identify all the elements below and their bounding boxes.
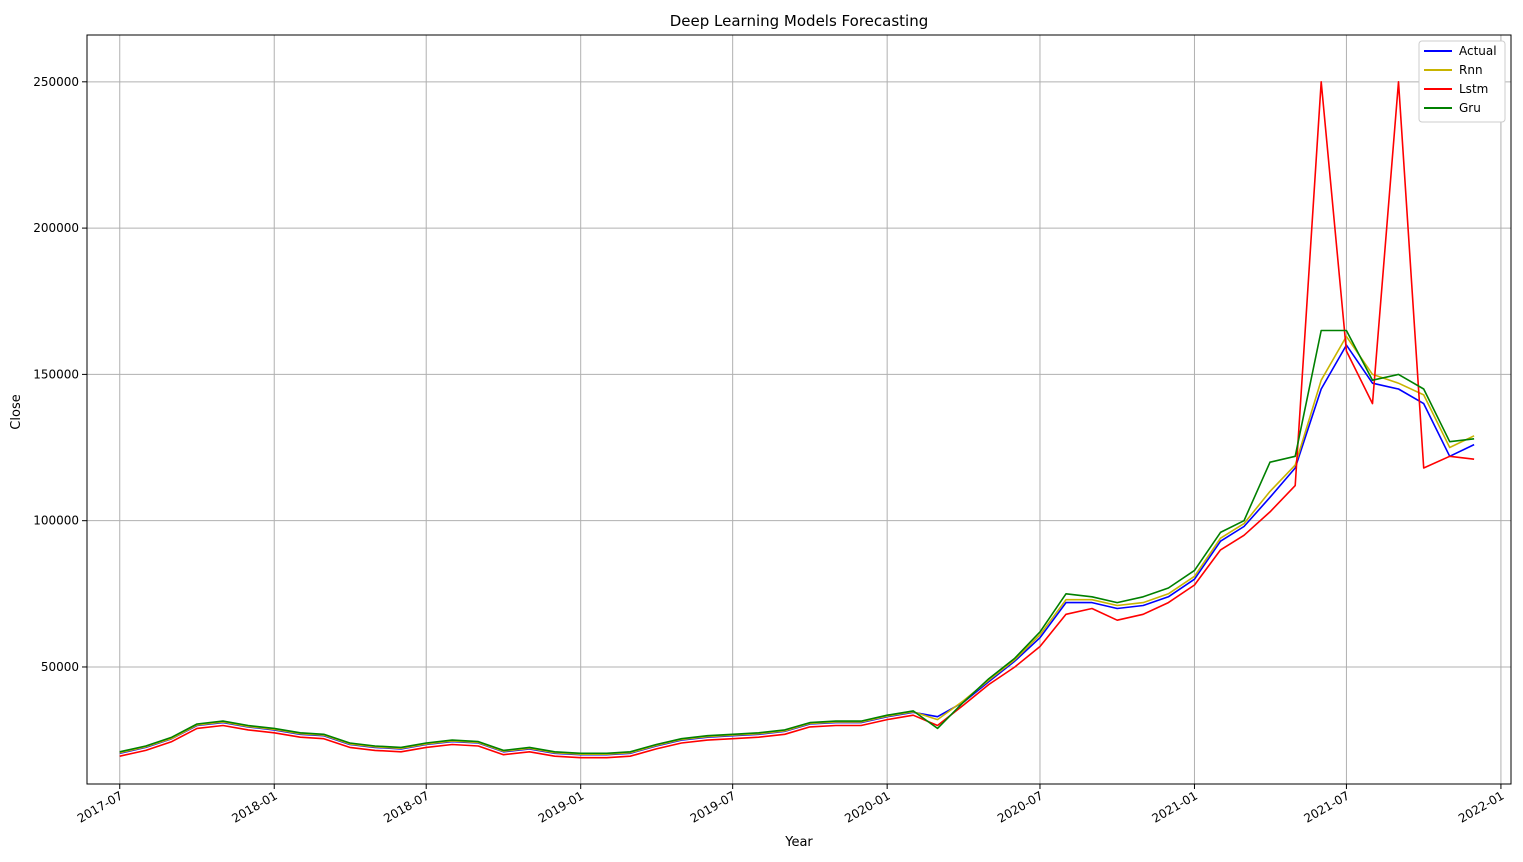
legend: Actual Rnn Lstm Gru	[1418, 40, 1506, 123]
y-tick-label: 250000	[33, 75, 79, 89]
series-line-rnn	[119, 335, 1475, 756]
legend-label-rnn: Rnn	[1459, 63, 1483, 77]
plot-area-frame	[86, 34, 1512, 785]
series-line-actual	[119, 344, 1475, 756]
x-tick-label: 2017-07	[75, 788, 125, 825]
legend-label-actual: Actual	[1459, 44, 1497, 58]
x-tick-label: 2018-07	[381, 788, 431, 825]
y-tick-label: 50000	[41, 660, 79, 674]
x-tick-label: 2018-01	[229, 788, 279, 825]
y-tick-label: 200000	[33, 221, 79, 235]
y-tick-label: 100000	[33, 514, 79, 528]
x-tick-label: 2021-07	[1302, 788, 1352, 825]
chart-title: Deep Learning Models Forecasting	[670, 12, 928, 30]
x-tick-label: 2019-07	[688, 788, 738, 825]
y-axis-label: Close	[9, 394, 24, 429]
y-axis: 50000 100000 150000 200000 250000	[33, 75, 87, 674]
gridlines	[87, 35, 1511, 784]
x-axis: 2017-07 2018-01 2018-07 2019-01 2019-07 2020-…	[75, 784, 1506, 826]
x-tick-label: 2021-01	[1150, 788, 1200, 825]
series-layer	[119, 81, 1475, 759]
x-axis-label: Year	[784, 835, 813, 850]
legend-box	[1418, 40, 1506, 123]
series-line-gru	[119, 329, 1475, 755]
x-tick-label: 2019-01	[536, 788, 586, 825]
legend-label-lstm: Lstm	[1459, 82, 1488, 96]
y-tick-label: 150000	[33, 367, 79, 381]
x-tick-label: 2020-01	[842, 788, 892, 825]
legend-label-gru: Gru	[1459, 101, 1481, 115]
x-tick-label: 2020-07	[995, 788, 1045, 825]
series-line-lstm	[119, 81, 1475, 759]
x-tick-label: 2022-01	[1456, 788, 1506, 825]
